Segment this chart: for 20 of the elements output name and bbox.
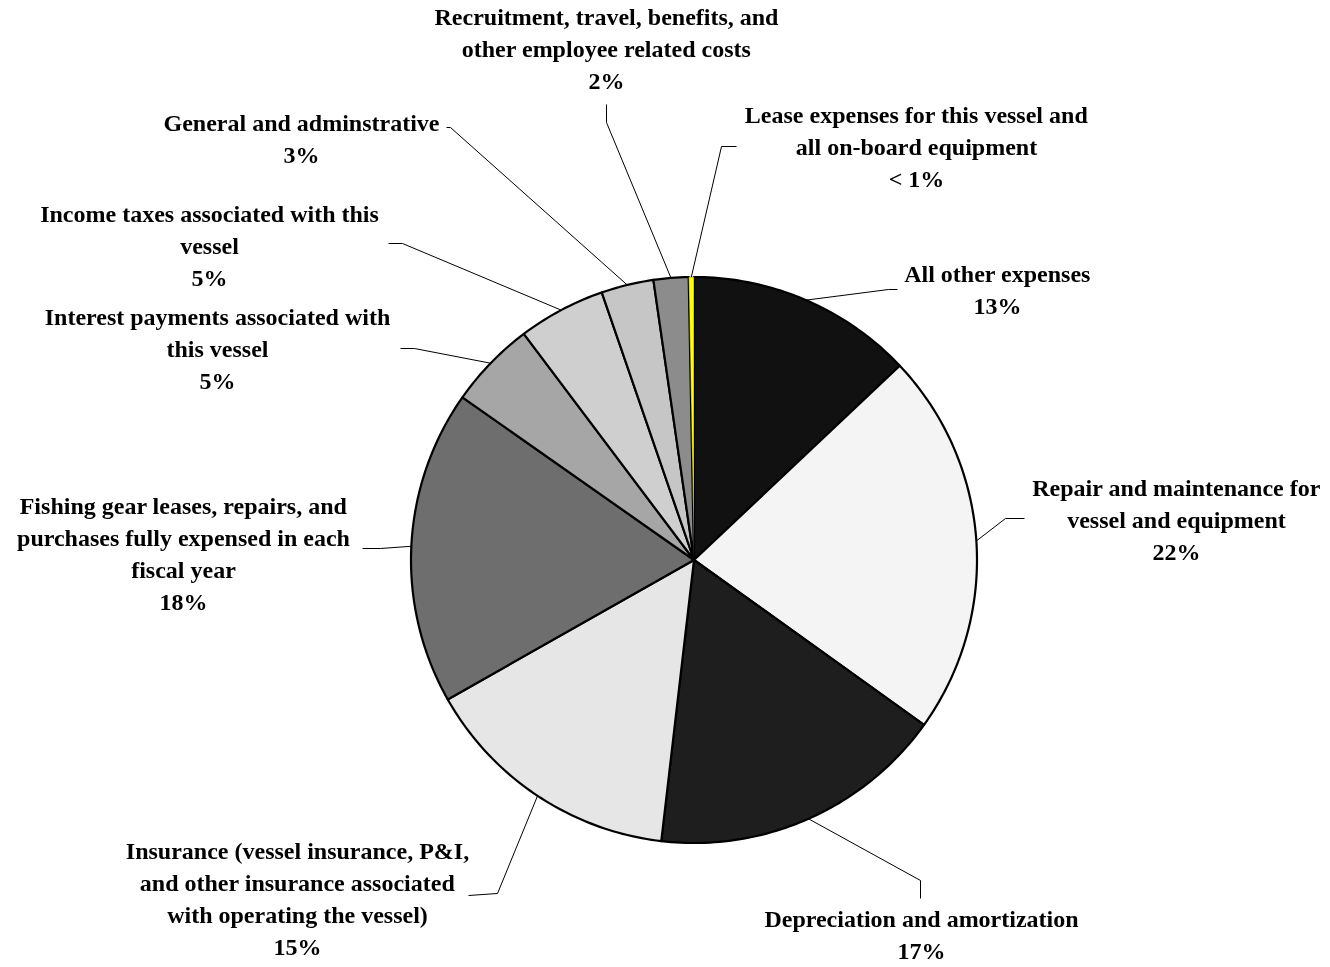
data-label: 3%: [283, 141, 320, 168]
data-label: 18%: [159, 588, 208, 615]
data-label: 13%: [973, 292, 1022, 319]
slice-label: Repair and maintenance for vessel and equipment: [1032, 475, 1321, 533]
data-label: 2%: [588, 67, 625, 94]
slice-label: Lease expenses for this vessel and all on-board equipment: [744, 102, 1089, 160]
data-label: 22%: [1152, 538, 1201, 565]
slice-label: All other expenses: [904, 261, 1091, 287]
slice-label: Income taxes associated with this vessel: [40, 201, 379, 259]
slice-label: Interest payments associated with this vessel: [44, 304, 391, 362]
data-label: 5%: [199, 367, 236, 394]
slice-label: Depreciation and amortization: [764, 906, 1079, 932]
data-label: 5%: [191, 264, 228, 291]
slice-label: Recruitment, travel, benefits, and other employee related costs: [434, 4, 780, 62]
data-label: < 1%: [888, 165, 945, 192]
data-label: 17%: [897, 937, 946, 964]
slice-label: Fishing gear leases, repairs, and purchases fully expensed in each fiscal year: [17, 493, 350, 583]
data-label: 15%: [273, 933, 322, 960]
slice-label: General and adminstrative: [163, 110, 440, 136]
slice-label: Insurance (vessel insurance, P&I, and other insurance associated with operating the vessel): [125, 838, 470, 928]
